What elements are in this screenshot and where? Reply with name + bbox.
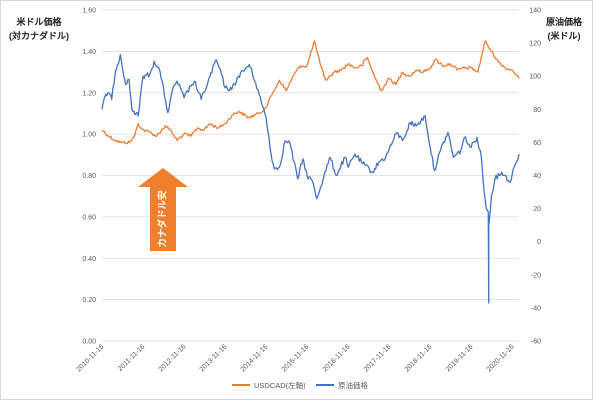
left-tick-label: 0.40: [82, 256, 96, 263]
x-tick-label: 2010-11-16: [76, 343, 106, 373]
x-tick-label: 2013-11-16: [199, 343, 229, 373]
x-tick-label: 2018-11-16: [404, 343, 434, 373]
left-tick-label: 1.00: [82, 132, 96, 139]
x-tick-label: 2020-11-16: [486, 343, 516, 373]
left-tick-label: 1.40: [82, 49, 96, 56]
right-tick-label: -20: [531, 272, 541, 279]
x-tick-label: 2015-11-16: [281, 343, 311, 373]
right-tick-label: 80: [533, 107, 541, 114]
right-axis-title: 原油価格 (米ドル): [539, 15, 589, 43]
right-tick-label: -60: [531, 339, 541, 346]
x-tick-label: 2019-11-16: [445, 343, 475, 373]
right-tick-label: 120: [529, 41, 541, 48]
left-axis-title-line2: (対カナダドル): [9, 31, 69, 41]
right-tick-label: 0: [537, 239, 541, 246]
x-tick-label: 2016-11-16: [322, 343, 352, 373]
right-tick-label: 40: [533, 173, 541, 180]
series-line-usdcad: [101, 40, 520, 145]
left-tick-label: 0.80: [82, 173, 96, 180]
x-axis-ticks: 2010-11-16 2011-11-16 2012-11-16 2013-11-16…: [76, 343, 516, 373]
left-tick-label: 0.20: [82, 297, 96, 304]
right-axis-title-line1: 原油価格: [545, 17, 582, 27]
left-tick-label: 0.00: [82, 339, 96, 346]
left-tick-label: 1.20: [82, 90, 96, 97]
right-tick-label: 100: [529, 74, 541, 81]
left-axis-title-line1: 米ドル価格: [16, 17, 62, 27]
arrow-label: カナダドル安: [157, 190, 169, 248]
x-tick-label: 2012-11-16: [158, 343, 188, 373]
up-arrow-shape: [138, 168, 188, 251]
cad-weak-arrow-annotation: カナダドル安: [138, 168, 188, 251]
series-line-crude-oil: [101, 54, 520, 304]
x-tick-label: 2017-11-16: [363, 343, 393, 373]
right-axis-ticks: -60 -40 -20 0 20 40 60 80 100 120 140: [529, 8, 541, 346]
x-tick-label: 2011-11-16: [117, 343, 147, 373]
series-layer: [101, 40, 520, 304]
right-tick-label: 60: [533, 140, 541, 147]
legend-label-usdcad: USDCAD(左軸): [254, 380, 306, 390]
left-axis-ticks: 0.00 0.20 0.40 0.60 0.80 1.00 1.20 1.40 1.60: [82, 8, 96, 346]
right-tick-label: 20: [533, 206, 541, 213]
legend: USDCAD(左軸) 原油価格: [232, 380, 368, 390]
legend-label-crude-oil: 原油価格: [338, 380, 368, 390]
right-tick-label: -40: [531, 305, 541, 312]
left-axis-title: 米ドル価格 (対カナダドル): [7, 15, 71, 43]
left-tick-label: 1.60: [82, 8, 96, 15]
left-tick-label: 0.60: [82, 214, 96, 221]
right-axis-title-line2: (米ドル): [547, 31, 581, 41]
x-tick-label: 2014-11-16: [240, 343, 270, 373]
right-tick-label: 140: [529, 8, 541, 15]
